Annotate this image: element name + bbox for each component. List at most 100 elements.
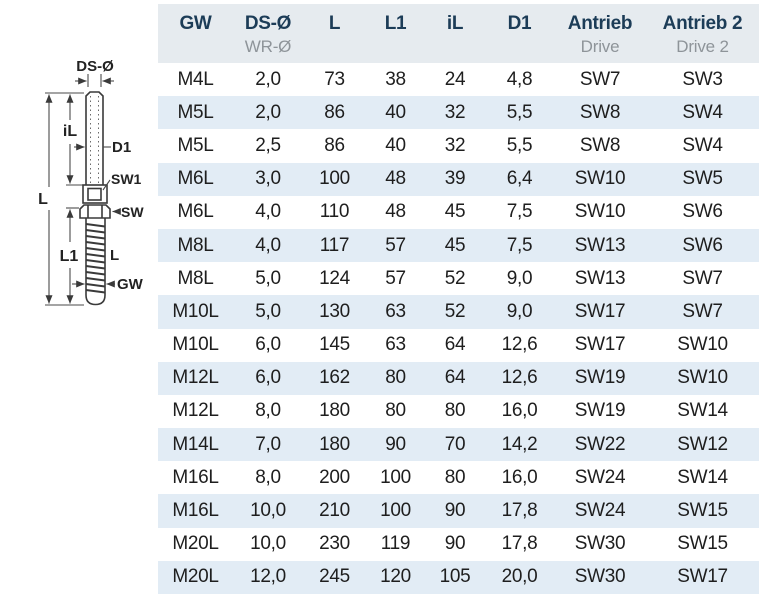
table-cell: 16,0 <box>501 400 538 422</box>
table-cell: 38 <box>385 68 406 90</box>
table-cell: SW13 <box>574 234 626 256</box>
diagram-label-d1: D1 <box>112 139 131 156</box>
column-header-l: L <box>303 4 366 63</box>
table-cell: 245 <box>319 566 350 588</box>
table-cell: 64 <box>444 334 466 356</box>
table-cell: 57 <box>385 267 406 289</box>
table-cell: SW10 <box>574 201 626 223</box>
table-cell: SW15 <box>677 500 728 522</box>
table-cell: M4L <box>177 68 214 90</box>
diagram-label-sw1: SW1 <box>111 171 142 187</box>
table-cell: SW10 <box>677 367 728 389</box>
table-cell: 64 <box>444 367 466 389</box>
table-cell: 14,2 <box>501 433 538 455</box>
table-cell: 24 <box>444 68 466 90</box>
column-label: iL <box>446 13 464 34</box>
table-cell: 6,0 <box>255 334 281 356</box>
table-cell: 40 <box>385 134 406 156</box>
table-cell: 210 <box>319 500 350 522</box>
column-label: D1 <box>507 13 532 34</box>
table-row: M12L 8,0 180 80 80 16,0 SW19 SW14 <box>158 394 759 429</box>
table-cell: 52 <box>444 300 466 322</box>
table-cell: M5L <box>177 134 214 156</box>
table-cell: 48 <box>385 168 406 190</box>
table-cell: SW8 <box>579 101 621 123</box>
stud-diagram-drawing: DS-Ø L iL D1 <box>38 58 144 306</box>
table-cell: SW30 <box>574 566 626 588</box>
table-cell: M12L <box>172 367 219 389</box>
table-cell: 119 <box>380 533 411 555</box>
table-row: M20L 10,0 230 119 90 17,8 SW30 SW15 <box>158 527 759 561</box>
table-cell: 105 <box>439 566 471 588</box>
table-cell: M20L <box>172 566 219 588</box>
table-cell: SW12 <box>677 433 728 455</box>
table-cell: 86 <box>324 101 345 123</box>
table-cell: 73 <box>324 68 345 90</box>
table-cell: 100 <box>380 466 411 488</box>
table-row: M5L 2,0 86 40 32 5,5 SW8 SW4 <box>158 96 759 130</box>
table-cell: SW17 <box>574 334 626 356</box>
column-header-il: iL <box>425 4 485 63</box>
table-cell: M16L <box>172 500 219 522</box>
column-label: L1 <box>384 13 407 34</box>
table-cell: 63 <box>385 300 406 322</box>
table-cell: 48 <box>385 201 406 223</box>
table-cell: 5,0 <box>255 267 281 289</box>
table-cell: 117 <box>319 234 350 256</box>
table-cell: SW22 <box>574 433 626 455</box>
table-cell: 6,0 <box>255 367 281 389</box>
table-cell: 12,6 <box>501 334 538 356</box>
table-cell: 52 <box>444 267 466 289</box>
table-cell: 90 <box>444 533 466 555</box>
table-cell: M5L <box>177 101 214 123</box>
table-cell: 200 <box>319 466 350 488</box>
table-cell: 80 <box>444 400 466 422</box>
table-cell: SW17 <box>574 300 626 322</box>
table-cell: 40 <box>385 101 406 123</box>
table-cell: 2,0 <box>255 68 281 90</box>
table-row: M6L 4,0 110 48 45 7,5 SW10 SW6 <box>158 195 759 229</box>
table-cell: 3,0 <box>255 168 281 190</box>
table-cell: 20,0 <box>501 566 538 588</box>
table-cell: SW4 <box>682 101 723 123</box>
table-cell: SW7 <box>579 68 621 90</box>
table-cell: 5,5 <box>506 134 533 156</box>
table-cell: 63 <box>385 334 406 356</box>
table-cell: M8L <box>177 267 214 289</box>
column-header-d1: D1 <box>485 4 554 63</box>
header-row: GW DS-Ø WR-Ø L L1 iL D1 Antrieb Drive Antr… <box>158 4 759 63</box>
table-cell: M12L <box>172 400 219 422</box>
table-cell: M20L <box>172 533 219 555</box>
table-cell: 17,8 <box>501 533 538 555</box>
table-cell: 9,0 <box>506 267 533 289</box>
table-cell: 16,0 <box>501 466 538 488</box>
table-cell: SW10 <box>574 168 626 190</box>
column-label: Antrieb 2 <box>662 13 743 34</box>
diagram-label-sw: SW <box>121 204 144 220</box>
table-cell: 45 <box>444 234 466 256</box>
column-sublabel: Drive <box>580 37 620 56</box>
column-label: DS-Ø <box>244 13 292 34</box>
table-cell: SW7 <box>682 267 723 289</box>
table-cell: M10L <box>172 300 219 322</box>
table-row: M8L 5,0 124 57 52 9,0 SW13 SW7 <box>158 262 759 296</box>
spec-table-header: GW DS-Ø WR-Ø L L1 iL D1 Antrieb Drive Antr… <box>158 4 759 63</box>
diagram-label-thread-gw: GW <box>117 276 144 293</box>
table-row: M10L 5,0 130 63 52 9,0 SW17 SW7 <box>158 295 759 329</box>
column-header-antrieb: Antrieb Drive <box>554 4 646 63</box>
table-cell: 7,5 <box>506 234 533 256</box>
table-cell: 4,0 <box>255 201 281 223</box>
table-cell: 180 <box>319 400 350 422</box>
column-header-antrieb2: Antrieb 2 Drive 2 <box>646 4 759 63</box>
column-label: L <box>328 13 341 34</box>
diagram-label-l1: L1 <box>60 248 79 265</box>
column-header-gw: GW <box>158 4 233 63</box>
table-row: M10L 6,0 145 63 64 12,6 SW17 SW10 <box>158 328 759 362</box>
table-cell: M8L <box>177 234 214 256</box>
table-cell: 12,6 <box>501 367 538 389</box>
table-cell: 8,0 <box>255 400 281 422</box>
table-row: M16L 8,0 200 100 80 16,0 SW24 SW14 <box>158 461 759 495</box>
spec-table: GW DS-Ø WR-Ø L L1 iL D1 Antrieb Drive Antr… <box>158 4 759 594</box>
table-cell: 80 <box>385 367 406 389</box>
